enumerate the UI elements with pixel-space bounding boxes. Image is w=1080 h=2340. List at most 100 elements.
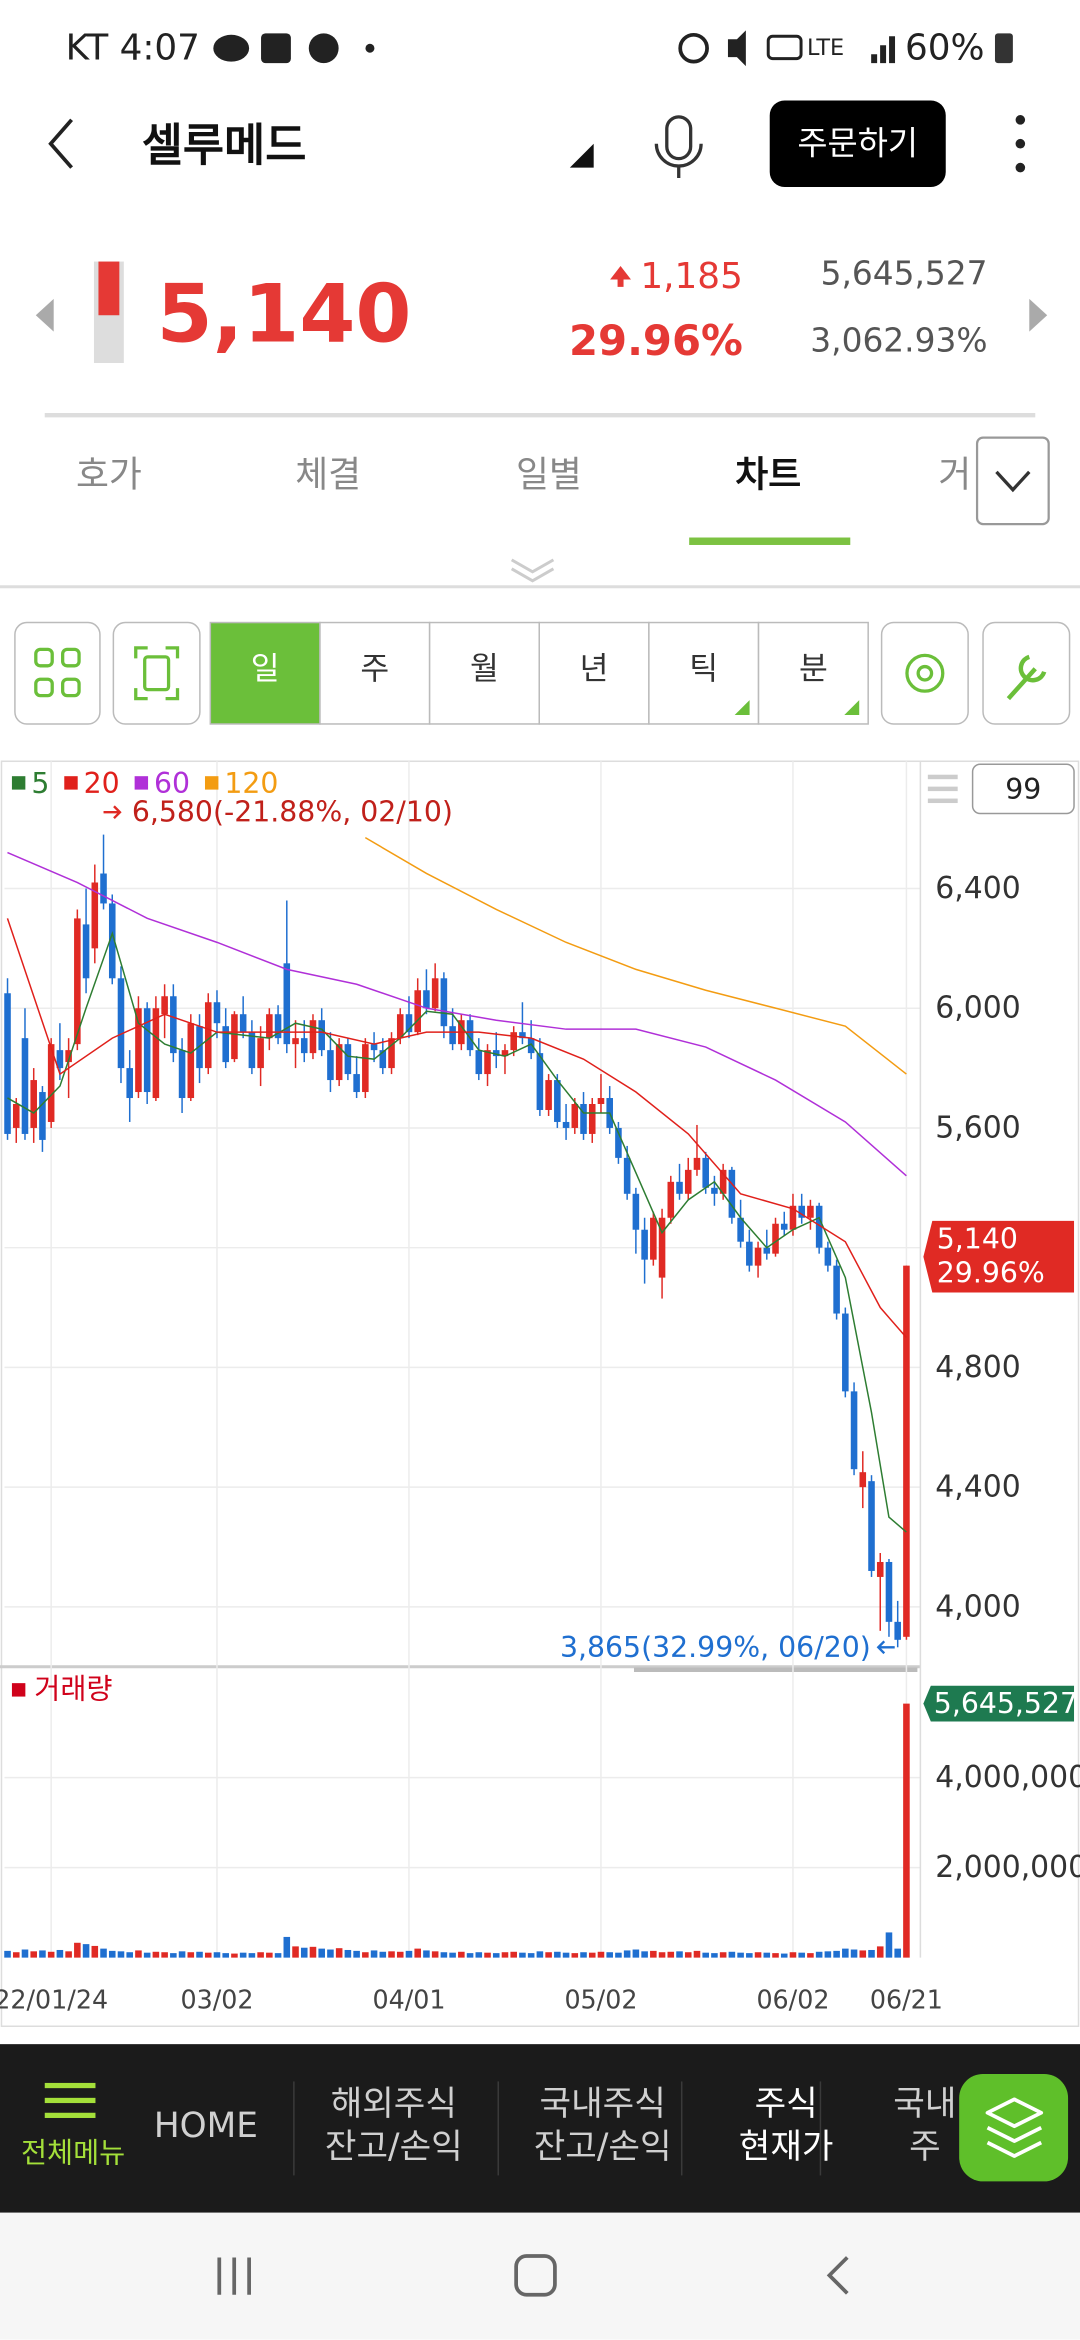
- volume-bar: [283, 1936, 291, 1958]
- candle-body: [152, 1008, 160, 1099]
- tools-button[interactable]: [982, 621, 1071, 725]
- candle-body: [449, 1026, 456, 1045]
- legend-label[interactable]: 5: [31, 767, 49, 800]
- candle-body: [65, 1050, 72, 1063]
- count-box[interactable]: [971, 763, 1075, 815]
- volume-tick-label: 2,000,000: [935, 1850, 1080, 1885]
- period-label[interactable]: 일: [251, 651, 280, 687]
- tab[interactable]: 체결: [295, 454, 361, 495]
- volume-bar: [807, 1953, 814, 1958]
- period-label[interactable]: 주: [360, 651, 389, 687]
- next-stock[interactable]: [1029, 298, 1048, 332]
- volume-bar: [763, 1952, 771, 1958]
- nav-label[interactable]: HOME: [154, 2106, 258, 2146]
- nav-label[interactable]: 해외주식: [331, 2084, 457, 2124]
- volume-bar: [335, 1948, 343, 1958]
- menu-label[interactable]: 전체메뉴: [21, 2137, 125, 2170]
- stock-title[interactable]: 셀루메드: [142, 119, 307, 172]
- period-button[interactable]: [538, 621, 650, 725]
- candle-body: [283, 963, 291, 1045]
- volume-bar: [135, 1950, 142, 1958]
- candle-body: [335, 1044, 343, 1081]
- volume-bar: [152, 1951, 160, 1958]
- candle-body: [466, 1020, 474, 1051]
- layout-button[interactable]: [14, 621, 101, 725]
- period-label[interactable]: 월: [470, 651, 499, 687]
- volume-bar: [850, 1949, 858, 1958]
- volume-bar: [510, 1951, 517, 1958]
- nav-label[interactable]: 현재가: [739, 2127, 834, 2167]
- system-nav: [0, 2212, 1080, 2340]
- y-tick-label: 4,400: [935, 1470, 1020, 1505]
- period-button[interactable]: [648, 621, 760, 725]
- candle-body: [440, 978, 448, 1027]
- volume-bar: [842, 1948, 849, 1958]
- volume-bar: [606, 1952, 613, 1958]
- tab[interactable]: 일별: [516, 454, 582, 495]
- battery-icon: [994, 33, 1013, 64]
- volume-bar: [379, 1951, 387, 1958]
- chart-menu[interactable]: [927, 774, 958, 804]
- count-value[interactable]: 99: [1005, 773, 1041, 806]
- status-icons: LTE: [213, 30, 896, 67]
- tab[interactable]: 차트: [735, 454, 801, 495]
- volume-bar: [327, 1949, 334, 1958]
- nav-label[interactable]: 주: [909, 2127, 941, 2167]
- nav-label[interactable]: 잔고/손익: [534, 2127, 672, 2167]
- period-label[interactable]: 분: [799, 651, 828, 687]
- volume-bar: [615, 1952, 622, 1958]
- layers-icon: [985, 2097, 1044, 2158]
- tab[interactable]: 호가: [76, 454, 142, 495]
- volume-bar: [876, 1946, 884, 1958]
- system-buttons[interactable]: [217, 2254, 849, 2297]
- candle-body: [370, 1044, 378, 1051]
- period-button[interactable]: [428, 621, 540, 725]
- volume-bar: [21, 1949, 29, 1958]
- period-label[interactable]: 년: [580, 651, 609, 687]
- candle-body: [300, 1038, 308, 1054]
- volume-bar: [47, 1951, 55, 1958]
- volume-bar: [815, 1951, 823, 1958]
- candle-body: [527, 1038, 535, 1054]
- menu-icon[interactable]: [44, 2082, 96, 2118]
- volume-bar: [501, 1952, 509, 1958]
- order-button[interactable]: [769, 100, 946, 187]
- settings-button[interactable]: [880, 621, 969, 725]
- moving-average: [7, 851, 907, 1177]
- volume-bar: [737, 1952, 744, 1958]
- candle-body: [388, 1038, 395, 1069]
- more-button[interactable]: [1015, 115, 1026, 173]
- period-label[interactable]: 틱: [689, 651, 718, 687]
- legend-label[interactable]: 20: [84, 767, 120, 800]
- change-rate: 29.96%: [569, 316, 743, 365]
- period-button[interactable]: [319, 621, 431, 725]
- candle-body: [833, 1265, 840, 1314]
- candle-body: [728, 1169, 736, 1218]
- volume-bar: [143, 1952, 151, 1958]
- fullscreen-button[interactable]: [112, 621, 201, 725]
- nav-label[interactable]: 국내: [893, 2084, 956, 2124]
- volume-bar: [554, 1951, 561, 1958]
- legend-label[interactable]: 60: [154, 767, 190, 800]
- order-button-label[interactable]: 주문하기: [797, 125, 918, 163]
- candle-body: [266, 1014, 273, 1039]
- candle-body: [21, 1038, 29, 1134]
- prev-stock[interactable]: [35, 298, 54, 332]
- tab[interactable]: 거: [938, 454, 971, 495]
- nav-label[interactable]: 잔고/손익: [325, 2127, 463, 2167]
- period-button[interactable]: [757, 621, 869, 725]
- nav-label[interactable]: 국내주식: [540, 2084, 666, 2124]
- period-button[interactable]: [209, 621, 321, 725]
- volume-bar: [894, 1948, 901, 1958]
- back-button[interactable]: [48, 118, 74, 169]
- candle-body: [344, 1044, 352, 1075]
- legend-label[interactable]: 120: [224, 767, 278, 800]
- nav-label[interactable]: 주식: [755, 2084, 818, 2124]
- candle-body: [885, 1561, 893, 1622]
- tab-dropdown[interactable]: [975, 436, 1050, 526]
- volume-bar: [309, 1946, 317, 1958]
- collapse-handle[interactable]: [510, 558, 555, 583]
- mic-button[interactable]: [654, 115, 703, 179]
